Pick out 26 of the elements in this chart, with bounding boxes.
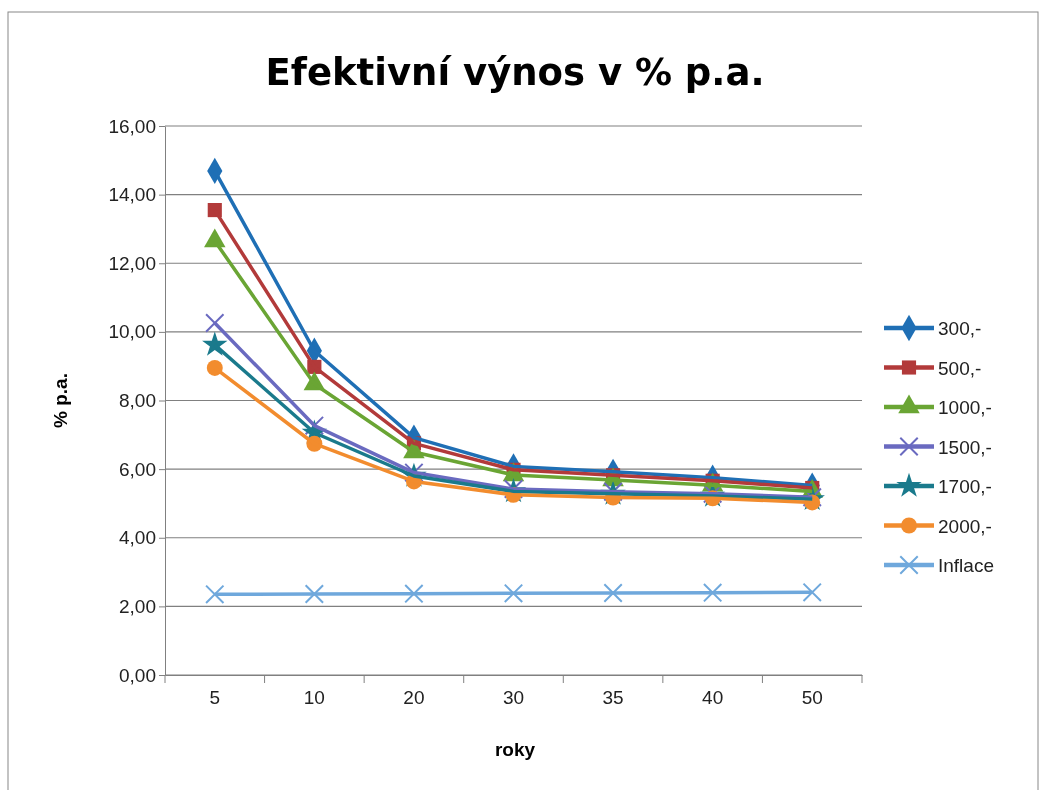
y-tick-label: 16,00 xyxy=(108,115,156,137)
x-tick-label: 20 xyxy=(403,687,425,709)
legend-label: 300,- xyxy=(938,318,982,339)
y-tick-label: 12,00 xyxy=(108,252,156,274)
x-axis-title: roky xyxy=(494,739,536,760)
y-tick-label: 10,00 xyxy=(108,321,156,343)
y-tick-label: 14,00 xyxy=(108,184,156,206)
y-tick-label: 8,00 xyxy=(119,390,156,412)
legend-label: 1500,- xyxy=(938,436,992,458)
legend-label: 1000,- xyxy=(938,397,992,418)
x-tick-label: 40 xyxy=(702,687,724,709)
chart-title: Efektivní výnos v % p.a. xyxy=(265,51,765,94)
y-tick-label: 6,00 xyxy=(119,458,156,480)
y-axis-title: % p.a. xyxy=(50,373,71,428)
x-tick-label: 35 xyxy=(602,687,624,709)
y-tick-label: 4,00 xyxy=(119,527,156,549)
legend-label: 500,- xyxy=(938,357,982,379)
y-tick-label: 2,00 xyxy=(119,595,156,617)
legend-label: Inflace xyxy=(938,555,994,576)
x-tick-label: 10 xyxy=(303,687,325,709)
x-tick-label: 5 xyxy=(209,687,221,709)
y-tick-label: 0,00 xyxy=(119,664,156,686)
x-tick-label: 30 xyxy=(502,687,525,709)
legend-label: 2000,- xyxy=(938,515,992,537)
legend-label: 1700,- xyxy=(938,476,992,497)
x-tick-label: 50 xyxy=(801,687,823,709)
